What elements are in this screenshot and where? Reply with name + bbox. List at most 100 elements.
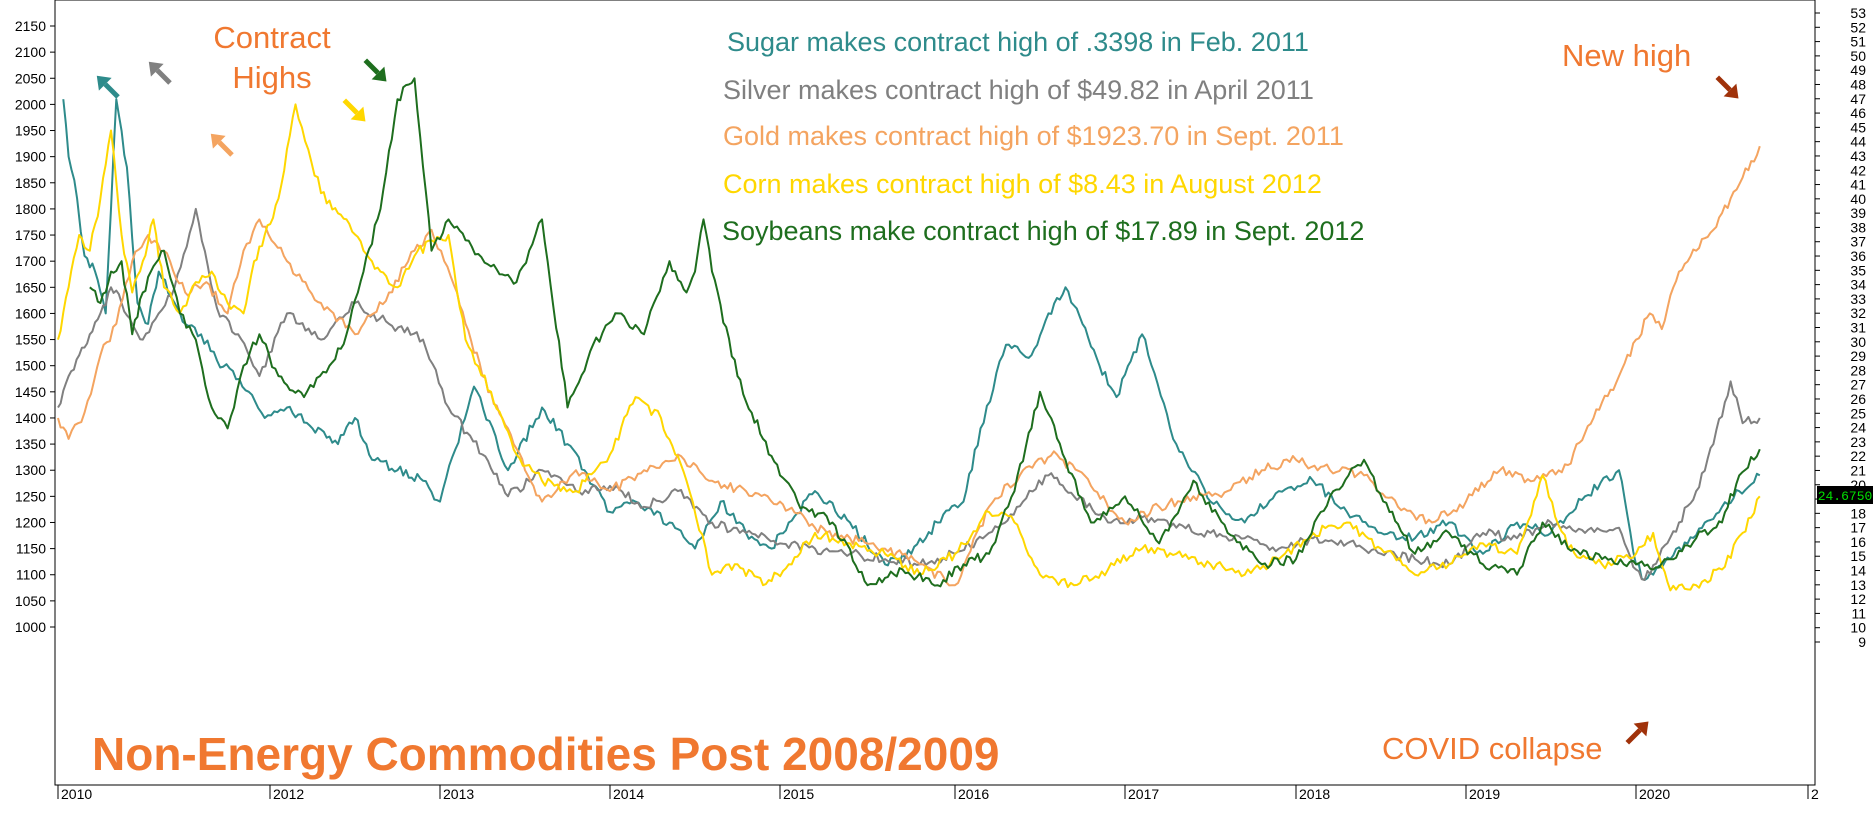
right-tick-label: 39 [1850, 205, 1866, 221]
right-tick-label: 28 [1850, 362, 1866, 378]
right-tick-label: 31 [1850, 320, 1866, 336]
left-tick-label: 1200 [15, 514, 46, 530]
right-tick-label: 35 [1850, 262, 1866, 278]
right-tick-label: 12 [1850, 591, 1866, 607]
right-tick-label: 38 [1850, 219, 1866, 235]
left-tick-label: 1100 [16, 567, 46, 583]
right-tick-label: 24 [1850, 420, 1866, 436]
series-layer [57, 77, 1761, 592]
right-tick-label: 52 [1850, 19, 1866, 35]
annotation-covid: COVID collapse [1382, 731, 1603, 766]
arrow-silver-icon [148, 61, 172, 85]
annotation-contract-highs-line2: Highs [232, 60, 311, 95]
right-tick-label: 42 [1850, 162, 1866, 178]
x-tick-label: 2019 [1469, 786, 1500, 802]
right-tick-label: 34 [1850, 277, 1866, 293]
left-tick-label: 1850 [15, 175, 46, 191]
right-tick-label: 51 [1850, 34, 1866, 50]
right-tick-label: 25 [1850, 405, 1866, 421]
right-tick-label: 46 [1850, 105, 1866, 121]
x-tick-label: 2017 [1128, 786, 1159, 802]
left-tick-label: 1400 [15, 410, 46, 426]
right-tick-label: 9 [1858, 634, 1866, 650]
left-tick-label: 1450 [15, 384, 46, 400]
right-tick-label: 40 [1850, 191, 1866, 207]
x-tick-label: 2014 [613, 786, 644, 802]
right-tick-label: 23 [1850, 434, 1866, 450]
x-tick-label: 2 [1811, 786, 1819, 802]
right-tick-label: 10 [1850, 620, 1866, 636]
left-tick-label: 1000 [15, 619, 46, 635]
left-tick-label: 2050 [15, 70, 46, 86]
left-tick-label: 1150 [16, 541, 46, 557]
right-tick-label: 44 [1850, 134, 1866, 150]
annotation-contract-highs-line1: Contract [213, 20, 331, 55]
annotation-gold: Gold makes contract high of $1923.70 in … [723, 121, 1344, 151]
right-tick-label: 15 [1850, 548, 1866, 564]
right-tick-label: 18 [1850, 505, 1866, 521]
arrow-covid-icon [1625, 721, 1649, 745]
chart-title: Non-Energy Commodities Post 2008/2009 [92, 728, 1000, 780]
x-tick-label: 2012 [273, 786, 304, 802]
right-tick-label: 13 [1850, 577, 1866, 593]
x-tick-label: 2016 [958, 786, 989, 802]
left-tick-label: 1350 [15, 436, 46, 452]
right-tick-label: 33 [1850, 291, 1866, 307]
left-tick-label: 1750 [15, 227, 46, 243]
annotation-silver: Silver makes contract high of $49.82 in … [723, 75, 1314, 105]
right-tick-label: 17 [1850, 520, 1866, 536]
right-tick-label: 48 [1850, 76, 1866, 92]
left-tick-label: 1250 [15, 488, 46, 504]
right-tick-label: 29 [1850, 348, 1866, 364]
right-tick-label: 30 [1850, 334, 1866, 350]
left-tick-label: 1650 [15, 279, 46, 295]
left-tick-label: 1900 [15, 149, 46, 165]
x-tick-label: 2013 [443, 786, 474, 802]
x-tick-label: 2010 [61, 786, 92, 802]
left-tick-label: 1300 [15, 462, 46, 478]
right-tick-label: 22 [1850, 448, 1866, 464]
right-tick-label: 26 [1850, 391, 1866, 407]
annotation-sugar: Sugar makes contract high of .3398 in Fe… [727, 27, 1309, 57]
x-tick-label: 2020 [1639, 786, 1670, 802]
last-value-badge [1817, 486, 1873, 504]
right-tick-label: 41 [1850, 177, 1866, 193]
right-axis: 9101112131415161718192021222324252627282… [1815, 5, 1866, 650]
right-tick-label: 50 [1850, 48, 1866, 64]
arrow-soybeans-icon [363, 58, 387, 82]
left-tick-label: 2150 [15, 18, 46, 34]
series-line-sugar [62, 98, 1761, 581]
right-tick-label: 11 [1851, 605, 1866, 621]
x-axis: 2010 2012 2013 2014 2015 2016 2017 2018 2019 2020… [57, 785, 1819, 802]
left-tick-label: 1950 [15, 123, 46, 139]
left-tick-label: 1700 [15, 253, 46, 269]
left-tick-label: 1550 [15, 332, 46, 348]
series-line-silver [57, 207, 1761, 581]
right-tick-label: 53 [1850, 5, 1866, 21]
last-value-text: 24.6750 [1818, 489, 1873, 504]
left-tick-label: 2100 [15, 44, 46, 60]
series-line-gold [57, 145, 1761, 587]
right-tick-label: 16 [1850, 534, 1866, 550]
annotation-soybeans: Soybeans make contract high of $17.89 in… [722, 216, 1364, 246]
right-tick-label: 36 [1850, 248, 1866, 264]
left-tick-label: 2000 [15, 96, 46, 112]
right-tick-label: 45 [1850, 119, 1866, 135]
right-tick-label: 32 [1850, 305, 1866, 321]
plot-frame [54, 0, 1816, 786]
right-tick-label: 49 [1850, 62, 1866, 78]
right-tick-label: 14 [1850, 563, 1866, 579]
left-axis: 1000 1050 1100 1150 1200 1250 1300 1350 1400 1450… [15, 18, 55, 635]
x-tick-label: 2015 [783, 786, 814, 802]
series-line-soybeans [89, 77, 1761, 588]
series-line-corn [57, 103, 1761, 592]
arrow-corn-icon [342, 98, 366, 122]
right-tick-label: 21 [1850, 462, 1866, 478]
annotation-corn: Corn makes contract high of $8.43 in Aug… [723, 169, 1322, 199]
left-tick-label: 1600 [15, 305, 46, 321]
right-tick-label: 47 [1850, 91, 1866, 107]
right-tick-label: 27 [1850, 377, 1866, 393]
right-tick-label: 37 [1850, 234, 1866, 250]
